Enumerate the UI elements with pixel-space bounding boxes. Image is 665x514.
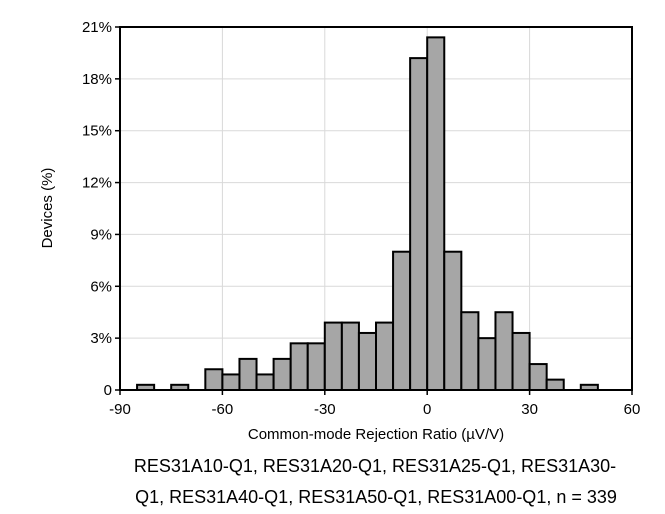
bar-14 [409, 57, 429, 391]
bar-10 [340, 321, 360, 392]
y-tick-label-0: 0 [104, 382, 112, 399]
bar-22 [545, 378, 565, 391]
bar-8 [306, 342, 326, 392]
bar-21 [528, 363, 548, 392]
bar-15 [426, 36, 446, 391]
bar-2 [204, 368, 224, 391]
x-tick-label-3: 0 [423, 401, 431, 418]
bar-4 [238, 357, 258, 391]
bar-13 [392, 250, 412, 391]
x-tick-label-2: -30 [314, 401, 336, 418]
x-tick-label-0: -90 [109, 401, 131, 418]
bars [136, 36, 599, 392]
bar-20 [511, 331, 531, 392]
bar-5 [255, 373, 275, 392]
x-tick-label-5: 60 [624, 401, 641, 418]
bar-19 [494, 311, 514, 392]
y-tick-label-1: 3% [90, 330, 112, 347]
x-axis-title: Common-mode Rejection Ratio (µV/V) [248, 426, 504, 443]
bar-11 [357, 331, 377, 392]
caption-line-2: Q1, RES31A40-Q1, RES31A50-Q1, RES31A00-Q… [135, 487, 617, 507]
x-axis-ticks: -90 -60 -30 0 30 60 [109, 390, 640, 418]
y-tick-label-7: 21% [82, 19, 112, 36]
y-axis-title: Devices (%) [39, 168, 56, 249]
caption-line-1: RES31A10-Q1, RES31A20-Q1, RES31A25-Q1, R… [134, 456, 616, 476]
y-tick-label-4: 12% [82, 175, 112, 192]
y-axis-ticks: 0 3% 6% 9% 12% 15% 18% 21% [82, 19, 120, 399]
bar-12 [375, 321, 395, 392]
bar-17 [460, 311, 480, 392]
bar-9 [323, 321, 343, 392]
bar-18 [477, 337, 497, 391]
x-tick-label-4: 30 [521, 401, 538, 418]
y-tick-label-5: 15% [82, 123, 112, 140]
plot-area-border [119, 26, 633, 391]
bar-16 [443, 250, 463, 391]
x-tick-label-1: -60 [212, 401, 234, 418]
bar-7 [289, 342, 309, 392]
y-tick-label-2: 6% [90, 278, 112, 295]
bar-6 [272, 357, 292, 391]
y-tick-label-6: 18% [82, 71, 112, 88]
y-tick-label-3: 9% [90, 226, 112, 243]
bar-3 [221, 373, 241, 392]
